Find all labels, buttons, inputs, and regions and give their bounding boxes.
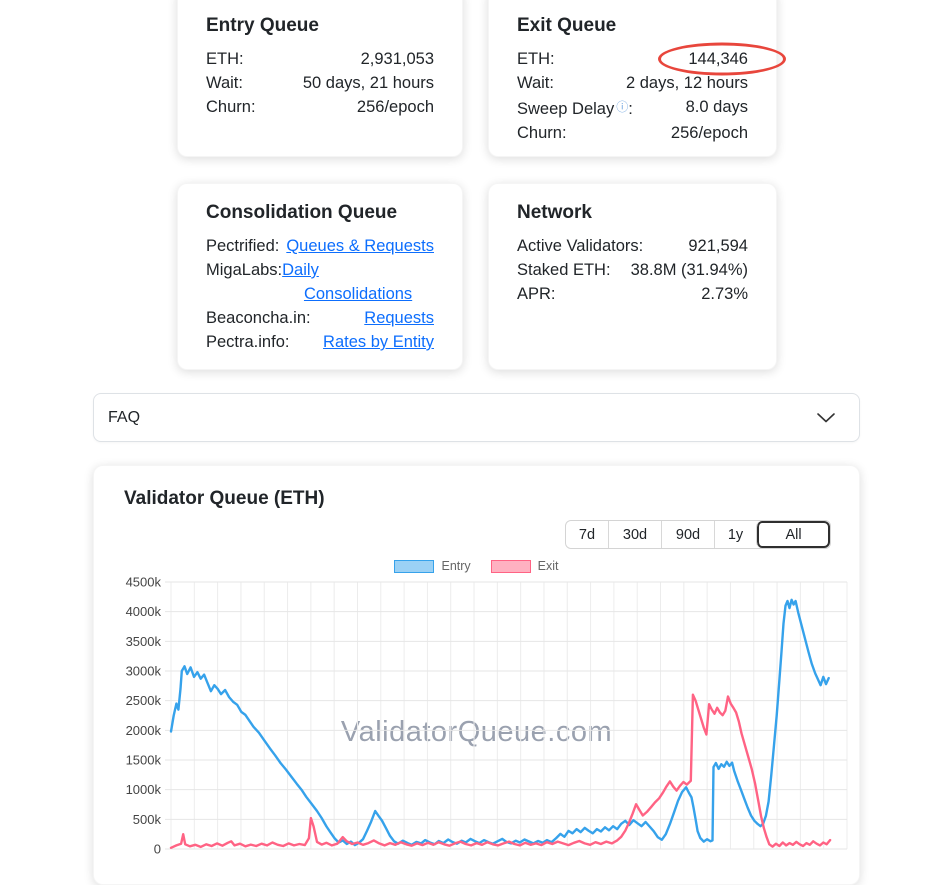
entry-churn-row: Churn: 256/epoch — [206, 95, 434, 119]
stat-value: 2.73% — [701, 285, 748, 303]
stat-label: Pectrified: — [206, 237, 280, 255]
staked-eth-row: Staked ETH: 38.8M (31.94%) — [517, 258, 748, 282]
stat-label: Staked ETH: — [517, 261, 611, 279]
stat-label: Sweep Delay ⓘ: — [517, 95, 633, 121]
exit-sweep-delay-row: Sweep Delay ⓘ: 8.0 days — [517, 95, 748, 121]
apr-row: APR: 2.73% — [517, 282, 748, 306]
link-queues-requests[interactable]: Queues & Requests — [286, 237, 434, 255]
chart-legend: Entry Exit — [94, 559, 859, 573]
consolidation-queue-title: Consolidation Queue — [206, 202, 398, 223]
y-axis-tick-label: 3500k — [126, 634, 162, 649]
stat-value: 256/epoch — [670, 124, 748, 142]
link-requests[interactable]: Requests — [364, 309, 434, 327]
pectra-info-row: Pectra.info: Rates by Entity — [206, 330, 434, 354]
entry-queue-card: Entry Queue ETH: 2,931,053 Wait: 50 days… — [177, 0, 463, 157]
exit-eth-row: ETH: 144,346 — [517, 42, 786, 76]
stat-label: Churn: — [517, 124, 567, 142]
link-text-line1: Daily — [282, 261, 319, 279]
stat-label: ETH: — [206, 50, 244, 68]
link-daily-consolidations[interactable]: Daily Consolidations — [282, 258, 434, 306]
entry-wait-row: Wait: 50 days, 21 hours — [206, 71, 434, 95]
link-text-line2: Consolidations — [303, 285, 413, 303]
entry-queue-title: Entry Queue — [206, 15, 319, 36]
validator-queue-chart-card: Validator Queue (ETH) 7d 30d 90d 1y All … — [93, 465, 860, 885]
network-title: Network — [517, 202, 592, 223]
faq-accordion-header[interactable]: FAQ — [93, 393, 860, 442]
stat-value: 8.0 days — [685, 98, 748, 116]
stat-label: Active Validators: — [517, 237, 644, 255]
stat-value: 50 days, 21 hours — [302, 74, 434, 92]
range-button-30d[interactable]: 30d — [608, 521, 661, 548]
network-card: Network Active Validators: 921,594 Stake… — [488, 183, 777, 370]
consolidation-queue-card: Consolidation Queue Pectrified: Queues &… — [177, 183, 463, 370]
range-button-7d[interactable]: 7d — [566, 521, 608, 548]
exit-line — [169, 693, 832, 849]
legend-item-entry[interactable]: Entry — [394, 559, 471, 573]
faq-label: FAQ — [108, 408, 141, 426]
stat-label: Pectra.info: — [206, 333, 290, 351]
range-button-90d[interactable]: 90d — [661, 521, 714, 548]
migalabs-row: MigaLabs: Daily Consolidations — [206, 258, 434, 306]
exit-legend-swatch — [490, 559, 531, 573]
legend-label-entry: Entry — [441, 559, 471, 573]
stat-label: Wait: — [206, 74, 243, 92]
exit-churn-row: Churn: 256/epoch — [517, 121, 748, 145]
active-validators-row: Active Validators: 921,594 — [517, 234, 748, 258]
legend-label-exit: Exit — [537, 559, 559, 573]
y-axis-tick-label: 1500k — [126, 753, 162, 768]
y-axis-tick-label: 0 — [154, 842, 161, 857]
validator-queue-chart: 4500k 4000k 3500k 3000k 2500k 2000k 1500k 1000k… — [126, 575, 848, 857]
exit-queue-card: Exit Queue ETH: 144,346 Wait: 2 days, 12… — [488, 0, 786, 157]
stat-value: 144,346 — [688, 50, 748, 68]
stat-label: Beaconcha.in: — [206, 309, 311, 327]
stat-label: MigaLabs: — [206, 261, 283, 279]
link-rates-by-entity[interactable]: Rates by Entity — [323, 333, 434, 351]
y-axis-tick-label: 1000k — [126, 782, 162, 797]
range-button-all[interactable]: All — [756, 521, 830, 548]
stat-value: 921,594 — [688, 237, 748, 255]
chart-title: Validator Queue (ETH) — [124, 488, 325, 509]
entry-line — [169, 598, 830, 847]
y-axis-tick-label: 2000k — [126, 723, 162, 738]
chevron-down-icon — [817, 412, 835, 422]
y-axis-tick-label: 2500k — [126, 693, 162, 708]
stat-label: Wait: — [517, 74, 554, 92]
beaconchain-row: Beaconcha.in: Requests — [206, 306, 434, 330]
entry-eth-row: ETH: 2,931,053 — [206, 47, 434, 71]
y-axis-tick-label: 4000k — [126, 604, 162, 619]
time-range-selector: 7d 30d 90d 1y All — [565, 520, 831, 549]
label-colon: : — [628, 100, 633, 118]
exit-queue-title: Exit Queue — [517, 15, 617, 36]
stat-label: ETH: — [517, 50, 555, 68]
y-axis-tick-label: 500k — [133, 812, 162, 827]
stat-value: 38.8M (31.94%) — [630, 261, 748, 279]
exit-wait-row: Wait: 2 days, 12 hours — [517, 71, 748, 95]
pectrified-row: Pectrified: Queues & Requests — [206, 234, 434, 258]
range-button-1y[interactable]: 1y — [714, 521, 756, 548]
stat-label: Churn: — [206, 98, 256, 116]
stat-value: 2 days, 12 hours — [626, 74, 748, 92]
info-icon[interactable]: ⓘ — [616, 100, 629, 114]
stat-value: 256/epoch — [356, 98, 434, 116]
stat-value-circled: 144,346 — [658, 42, 786, 76]
legend-item-exit[interactable]: Exit — [490, 559, 559, 573]
stat-value: 2,931,053 — [360, 50, 434, 68]
entry-legend-swatch — [394, 559, 435, 573]
y-axis-tick-label: 4500k — [126, 575, 162, 590]
y-axis-tick-label: 3000k — [126, 664, 162, 679]
stat-label: APR: — [517, 285, 556, 303]
sweep-delay-label: Sweep Delay — [517, 100, 615, 118]
